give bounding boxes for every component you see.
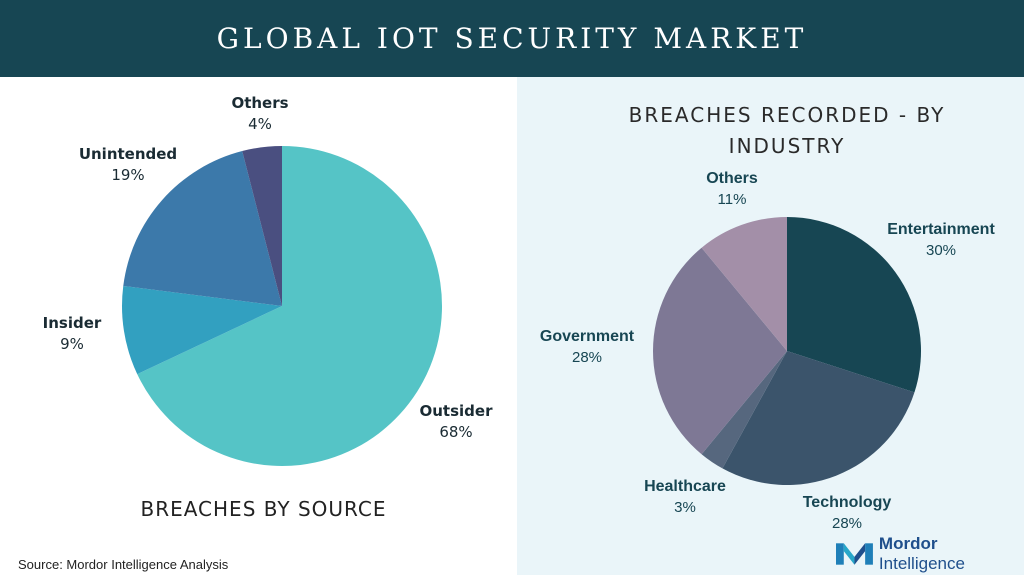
page-title: GLOBAL IOT SECURITY MARKET: [216, 22, 808, 55]
label-healthcare: Healthcare 3%: [644, 478, 726, 516]
label-outsider: Outsider 68%: [419, 402, 493, 441]
header-bar: GLOBAL IOT SECURITY MARKET: [0, 0, 1024, 77]
right-chart-title-text: BREACHES RECORDED - BY INDUSTRY: [628, 103, 946, 158]
label-government: Government 28%: [539, 328, 635, 366]
pie-slice-healthcare: [701, 351, 787, 469]
label-technology: Technology 28%: [802, 494, 892, 532]
logo-text: Mordor Intelligence: [878, 534, 965, 573]
pie-slice-entertainment: [787, 217, 921, 393]
pie-slice-technology: [722, 351, 915, 486]
logo-mark-icon: [836, 543, 873, 565]
pie-slice-others: [701, 217, 787, 351]
label-others-source: Others 4%: [231, 94, 289, 133]
mordor-intelligence-logo: Mordor Intelligence: [836, 534, 1024, 573]
label-unintended: Unintended 19%: [78, 145, 178, 184]
pie-slice-unintended: [123, 151, 282, 306]
pie-slice-government: [653, 247, 787, 455]
pie-slice-insider: [121, 285, 282, 375]
pie-slice-others: [242, 146, 282, 306]
label-entertainment: Entertainment 30%: [887, 221, 995, 259]
pie-slice-outsider: [137, 146, 443, 467]
left-chart-title: BREACHES BY SOURCE: [140, 497, 387, 521]
right-chart-title: BREACHES RECORDED - BY INDUSTRY: [527, 100, 1024, 162]
label-others-industry: Others 11%: [706, 170, 758, 208]
source-note: Source: Mordor Intelligence Analysis: [18, 557, 229, 572]
label-insider: Insider 9%: [42, 314, 102, 353]
